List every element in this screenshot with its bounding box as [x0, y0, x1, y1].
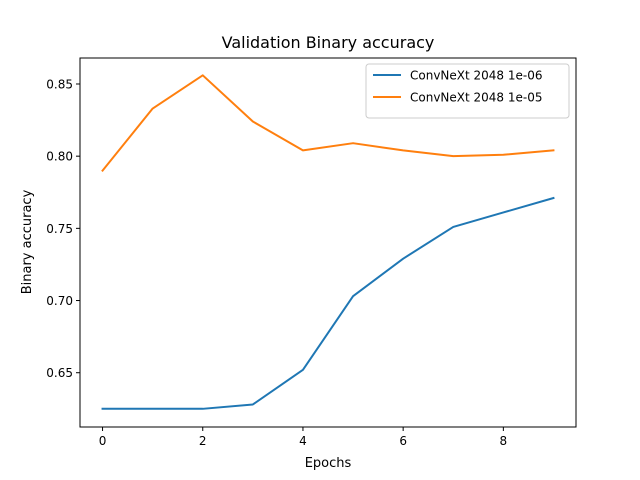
- y-tick-label: 0.80: [46, 150, 73, 164]
- y-axis-label: Binary accuracy: [20, 189, 35, 294]
- legend-label-2: ConvNeXt 2048 1e-05: [410, 91, 543, 105]
- x-tick-label: 6: [399, 434, 407, 448]
- x-tick-label: 4: [299, 434, 307, 448]
- x-tick-label: 8: [500, 434, 508, 448]
- plot-area: ConvNeXt 2048 1e-06 ConvNeXt 2048 1e-05 0 2…: [46, 57, 577, 448]
- chart-title: Validation Binary accuracy: [222, 33, 435, 52]
- series-line-2: ConvNeXt 2048 1e-05: [101, 74, 555, 173]
- y-tick-label: 0.85: [46, 77, 73, 91]
- x-axis-label: Epochs: [305, 456, 352, 471]
- x-tick-label: 2: [199, 434, 207, 448]
- legend-box: [365, 63, 570, 119]
- y-tick-label: 0.70: [46, 294, 73, 308]
- y-tick-label: 0.65: [46, 366, 73, 380]
- y-tick-label: 0.75: [46, 222, 73, 236]
- legend: ConvNeXt 2048 1e-06 ConvNeXt 2048 1e-05: [365, 63, 570, 119]
- series-line-1: ConvNeXt 2048 1e-06: [101, 196, 555, 410]
- axes-frame: [79, 57, 577, 428]
- legend-label-1: ConvNeXt 2048 1e-06: [410, 69, 543, 83]
- x-tick-label: 0: [99, 434, 107, 448]
